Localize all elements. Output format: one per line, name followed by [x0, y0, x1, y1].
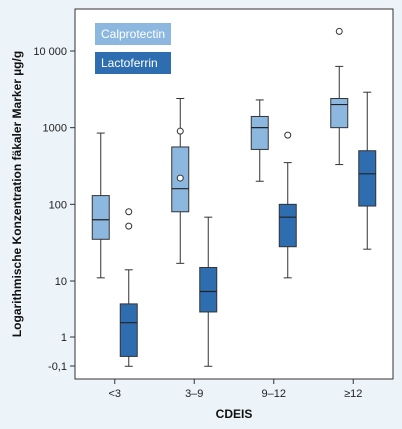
outlier-point	[125, 208, 133, 216]
box-calprotectin	[91, 195, 110, 240]
y-tick-label: 10	[55, 276, 67, 288]
x-axis: <3 3–9 9–12 ≥12	[108, 379, 362, 400]
box-lactoferrin	[358, 150, 377, 207]
x-tick-label: 3–9	[185, 388, 203, 400]
outlier-point	[335, 27, 343, 35]
y-tick-label: 100	[49, 199, 67, 211]
legend-label: Calprotectin	[101, 27, 165, 41]
x-tick-label: 9–12	[262, 388, 286, 400]
x-axis-title: CDEIS	[216, 407, 253, 421]
box-lactoferrin	[278, 203, 297, 248]
outlier-point	[125, 222, 133, 230]
y-axis-title: Logarithmische Konzentration fäkaler Mar…	[10, 51, 24, 337]
box-calprotectin	[250, 115, 269, 150]
y-axis: 10 000 1000 100 10 1 -0,1	[33, 46, 75, 373]
y-tick-label: 1	[61, 332, 67, 344]
x-tick-label: <3	[108, 388, 121, 400]
box-lactoferrin	[119, 303, 138, 357]
legend-label: Lactoferrin	[101, 56, 158, 70]
box-series	[91, 27, 377, 367]
box-calprotectin	[330, 98, 349, 129]
x-tick-label: ≥12	[344, 388, 362, 400]
box-lactoferrin	[199, 266, 218, 313]
outlier-point	[176, 127, 184, 135]
legend-item-calprotectin	[95, 23, 171, 45]
y-tick-label: 1000	[43, 123, 67, 135]
outlier-point	[284, 131, 292, 139]
legend: Calprotectin Lactoferrin	[95, 23, 171, 74]
y-tick-label: 10 000	[33, 46, 67, 58]
outlier-point	[176, 174, 184, 182]
y-tick-label: -0,1	[48, 361, 67, 373]
legend-item-lactoferrin	[95, 52, 171, 74]
